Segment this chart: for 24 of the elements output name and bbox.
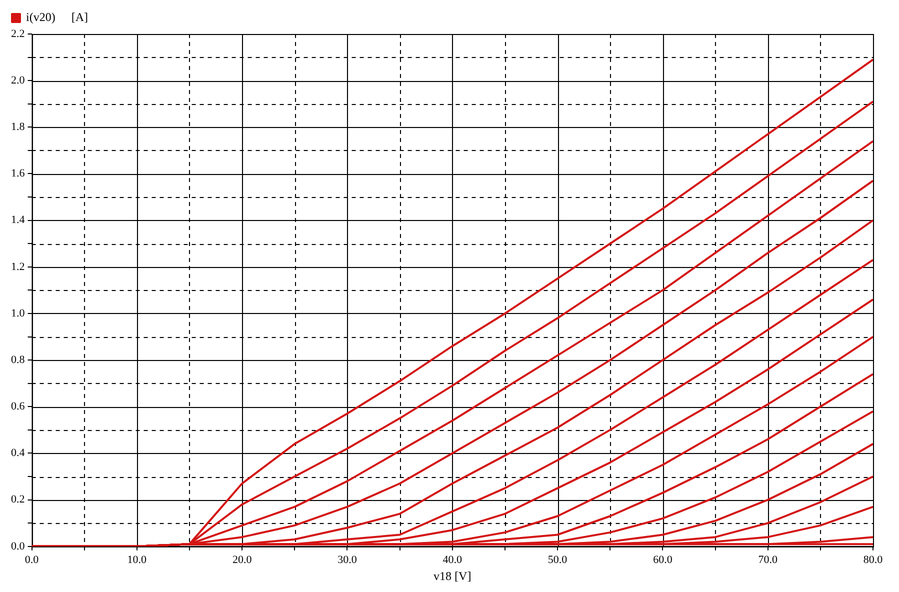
x-tick-label: 70.0	[758, 554, 778, 566]
y-tick-label: 0.4	[11, 447, 26, 460]
y-tick-label: 2.0	[11, 74, 26, 86]
y-tick-label: 0.6	[11, 400, 26, 413]
y-tick-label: 0.8	[11, 354, 26, 366]
y-axis-title: [A]	[71, 10, 88, 24]
x-tick-label: 10.0	[127, 554, 148, 566]
y-tick-label: 1.4	[11, 214, 26, 226]
y-tick-label: 1.2	[11, 260, 25, 273]
x-axis-title: v18 [V]	[434, 568, 472, 583]
x-tick-label: 50.0	[548, 554, 568, 566]
x-tick-label: 60.0	[653, 554, 673, 566]
x-tick-label: 40.0	[442, 554, 462, 566]
x-tick-label: 0.0	[24, 554, 40, 566]
x-tick-label: 30.0	[338, 554, 358, 566]
y-tick-label: 1.8	[11, 121, 26, 134]
legend-label: i(v20)	[26, 10, 56, 24]
y-tick-label: 0.2	[11, 494, 25, 506]
x-tick-label: 80.0	[863, 554, 884, 566]
y-tick-label: 0.0	[11, 540, 26, 552]
y-tick-label: 2.2	[11, 28, 25, 40]
x-tick-label: 20.0	[232, 554, 252, 566]
y-tick-label: 1.0	[11, 307, 26, 320]
y-tick-label: 1.6	[11, 168, 26, 180]
